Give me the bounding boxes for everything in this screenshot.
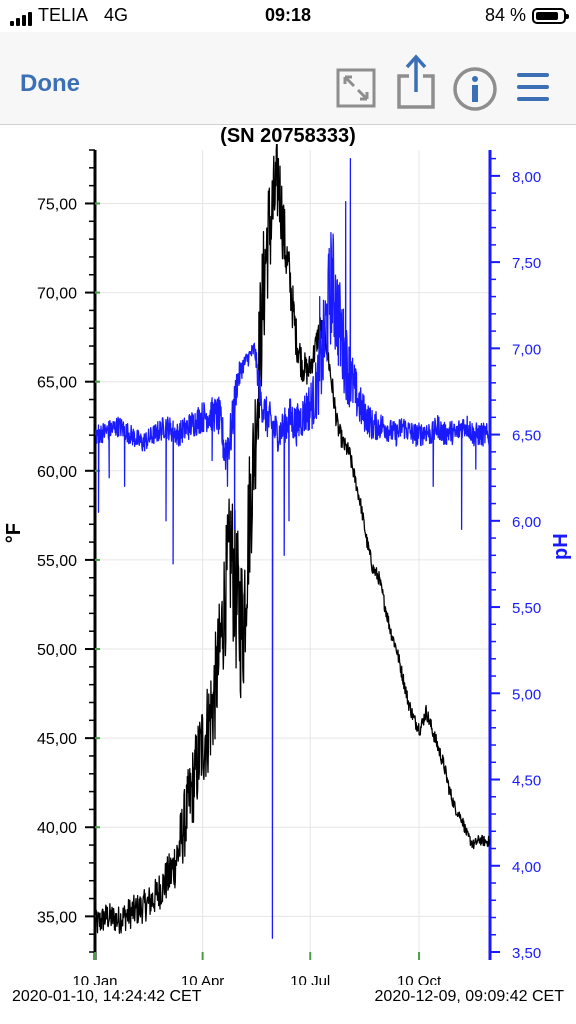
right-tick-label: 4,00 (512, 859, 541, 876)
signal-strength-icon (10, 12, 32, 26)
right-tick-label: 7,50 (512, 255, 541, 272)
status-bar: TELIA 4G 09:18 84 % (0, 0, 576, 32)
left-tick-label: 65,00 (37, 375, 77, 392)
done-button[interactable]: Done (20, 70, 80, 97)
right-tick-label: 3,50 (512, 945, 541, 962)
left-tick-label: 55,00 (37, 553, 77, 570)
menu-icon[interactable] (516, 70, 550, 109)
carrier-name: TELIA (38, 5, 89, 25)
x-tick-label: 10 Jul (290, 973, 330, 985)
chart-title: (SN 20758333) (220, 125, 356, 147)
fit-screen-icon[interactable] (336, 68, 376, 113)
nav-bar: Done (0, 32, 576, 125)
network-type: 4G (104, 5, 129, 25)
chart[interactable]: 35,00 40,00 45,00 50,00 55,00 60,00 65,00 70,00… (0, 140, 576, 985)
end-timestamp: 2020-12-09, 09:09:42 CET (374, 988, 564, 1005)
right-tick-label: 5,50 (512, 600, 541, 617)
right-tick-label: 4,50 (512, 773, 541, 790)
x-tick-label: 10 Apr (181, 973, 224, 985)
x-tick-label: 10 Oct (397, 973, 442, 985)
battery-icon (532, 7, 569, 24)
left-tick-label: 75,00 (37, 196, 77, 213)
left-tick-label: 35,00 (37, 909, 77, 926)
status-right: 84 % (484, 5, 569, 26)
ph-series-line (95, 157, 490, 939)
right-tick-label: 6,50 (512, 428, 541, 445)
right-axis-label: pH (550, 533, 572, 560)
left-tick-label: 70,00 (37, 286, 77, 303)
left-tick-label: 50,00 (37, 642, 77, 659)
start-timestamp: 2020-01-10, 14:24:42 CET (12, 988, 202, 1005)
info-icon[interactable] (453, 67, 497, 116)
status-time: 09:18 (264, 5, 312, 25)
left-tick-label: 40,00 (37, 820, 77, 837)
x-tick-label: 10 Jan (72, 973, 117, 985)
left-axis-label: °F (3, 523, 25, 543)
temperature-series-line (95, 144, 490, 934)
battery-percent: 84 % (484, 5, 526, 25)
left-tick-label: 45,00 (37, 731, 77, 748)
right-tick-label: 7,00 (512, 341, 541, 358)
right-tick-label: 8,00 (512, 169, 541, 186)
left-tick-label: 60,00 (37, 464, 77, 481)
right-tick-label: 6,00 (512, 514, 541, 531)
share-icon[interactable] (396, 54, 436, 115)
right-tick-label: 5,00 (512, 686, 541, 703)
status-left: TELIA 4G (10, 5, 128, 26)
